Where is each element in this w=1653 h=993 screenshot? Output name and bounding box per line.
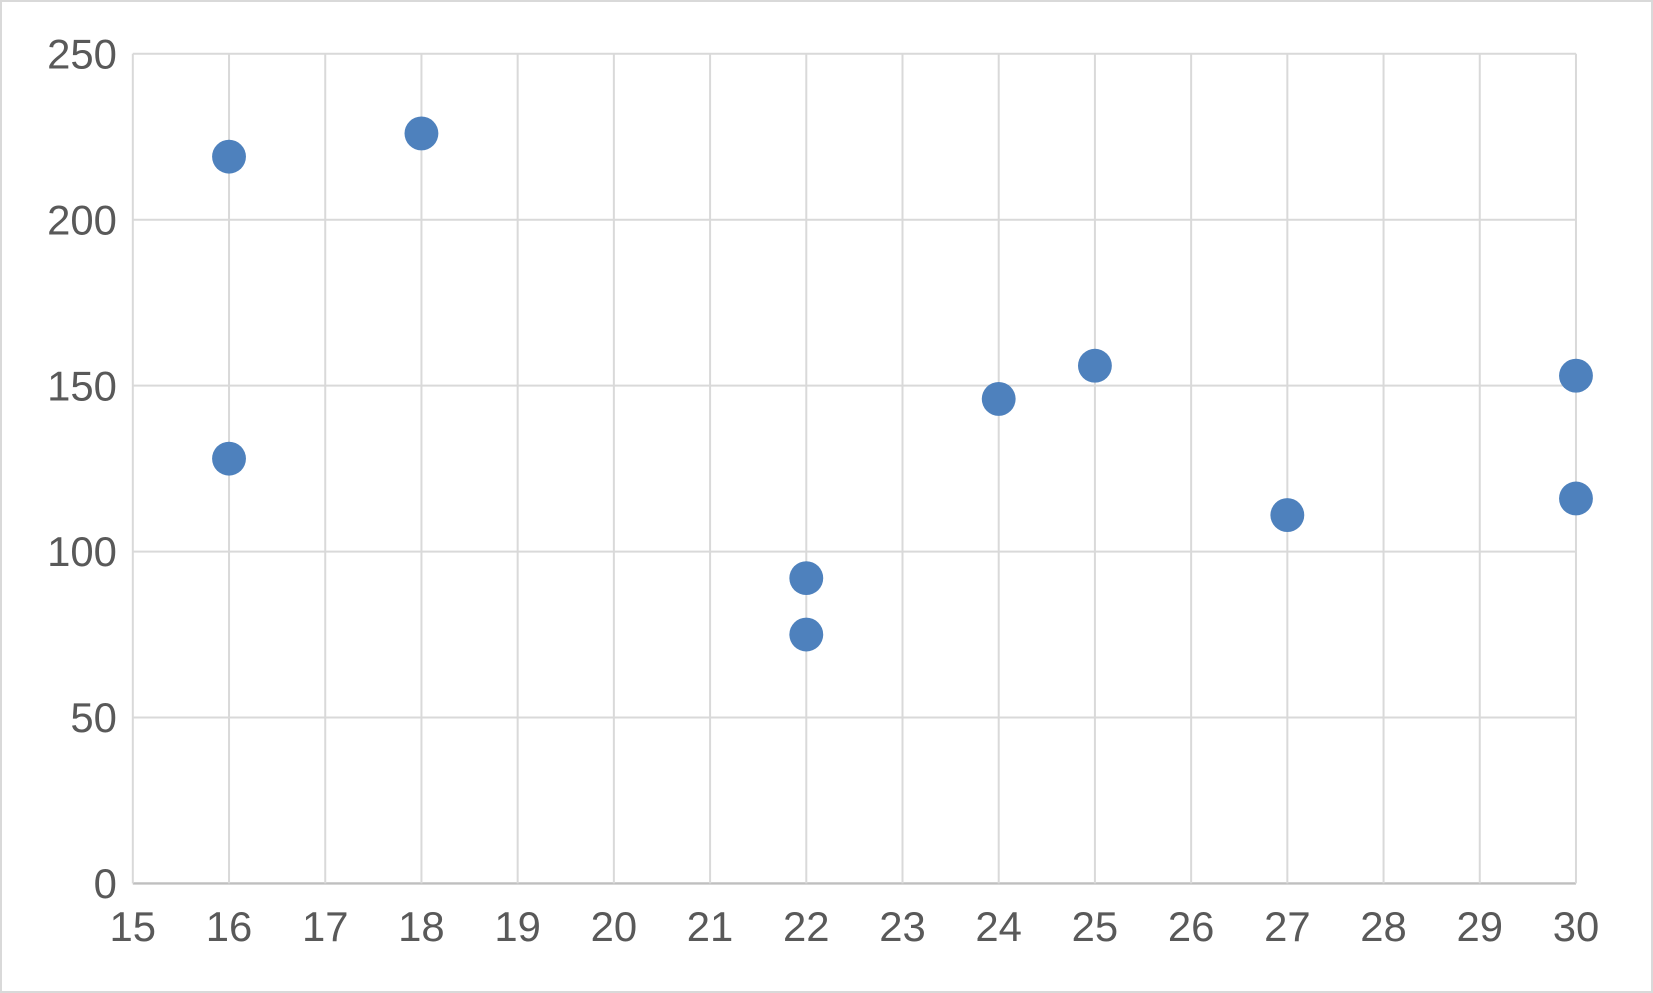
x-tick-label: 27: [1264, 903, 1311, 950]
data-point[interactable]: [404, 116, 439, 151]
x-tick-label: 21: [687, 903, 734, 950]
x-tick-label: 28: [1360, 903, 1407, 950]
data-point[interactable]: [212, 441, 246, 476]
data-point[interactable]: [1270, 498, 1305, 533]
y-tick-label: 200: [47, 196, 117, 243]
data-point[interactable]: [789, 561, 824, 596]
x-tick-label: 19: [494, 903, 541, 950]
data-point[interactable]: [212, 139, 246, 174]
x-tick-label: 15: [110, 903, 157, 950]
x-tick-label: 24: [975, 903, 1022, 950]
x-axis-tick-labels: 15 16 17 18 19 20 21 22 23 24 25 26 27 28 29 30: [110, 903, 1600, 950]
data-point[interactable]: [1559, 481, 1593, 516]
gridlines: [131, 52, 1577, 885]
x-tick-label: 20: [591, 903, 638, 950]
x-tick-label: 26: [1168, 903, 1215, 950]
x-tick-label: 29: [1456, 903, 1503, 950]
y-tick-label: 50: [70, 694, 117, 741]
x-tick-label: 17: [302, 903, 349, 950]
data-point[interactable]: [981, 381, 1016, 416]
y-tick-label: 0: [94, 860, 117, 907]
y-axis-tick-labels: 0 50 100 150 200 250: [47, 30, 117, 907]
x-tick-label: 23: [879, 903, 926, 950]
data-point[interactable]: [1559, 358, 1593, 393]
y-tick-label: 150: [47, 362, 117, 409]
x-tick-label: 22: [783, 903, 830, 950]
x-tick-label: 25: [1072, 903, 1119, 950]
data-point[interactable]: [789, 617, 824, 652]
data-points: [212, 116, 1593, 652]
y-tick-label: 250: [47, 30, 117, 77]
y-tick-label: 100: [47, 528, 117, 575]
x-tick-label: 30: [1553, 903, 1600, 950]
x-tick-label: 16: [206, 903, 253, 950]
plot-area-background: [132, 53, 1576, 884]
x-tick-label: 18: [398, 903, 445, 950]
data-point[interactable]: [1077, 348, 1112, 383]
